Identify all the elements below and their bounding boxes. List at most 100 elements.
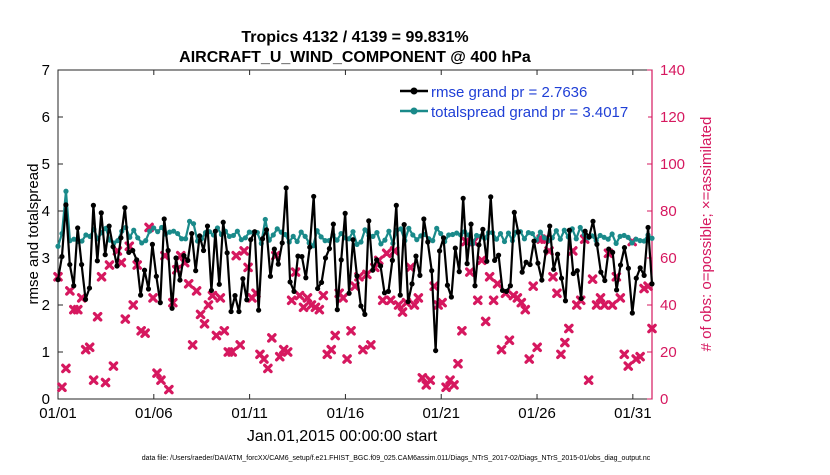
spread-point bbox=[525, 230, 532, 236]
rmse-point bbox=[480, 226, 486, 232]
obs-point bbox=[183, 279, 194, 289]
obs-point bbox=[215, 293, 226, 303]
axis-ticks: 01/01 01/06 01/11 01/16 01/21 01/26 01/31 0 1 2 3 4… bbox=[39, 62, 685, 422]
rmse-point bbox=[484, 258, 490, 264]
y-tick-label-right: 60 bbox=[660, 250, 677, 267]
spread-point bbox=[617, 233, 623, 239]
rmse-point bbox=[216, 281, 222, 287]
rmse-point bbox=[625, 265, 631, 271]
obs-point bbox=[587, 274, 598, 284]
obs-point bbox=[524, 354, 535, 364]
spread-point bbox=[505, 230, 512, 236]
spread-point bbox=[378, 241, 384, 247]
spread-point bbox=[190, 221, 197, 227]
rmse-point bbox=[240, 276, 246, 282]
obs-point bbox=[282, 347, 293, 357]
rmse-point bbox=[401, 222, 407, 228]
obs-point bbox=[449, 380, 459, 390]
rmse-point bbox=[193, 268, 199, 274]
rmse-point bbox=[177, 277, 183, 283]
rmse-point bbox=[283, 185, 289, 191]
y-tick-label-right: 20 bbox=[660, 344, 677, 361]
rmse-point bbox=[558, 275, 565, 281]
rmse-point bbox=[436, 248, 443, 254]
rmse-point bbox=[267, 273, 274, 279]
spread-point bbox=[398, 226, 404, 232]
obs-point bbox=[140, 328, 150, 338]
rmse-point bbox=[440, 235, 447, 241]
spread-point bbox=[573, 236, 579, 242]
rmse-point bbox=[311, 193, 317, 200]
spread-point bbox=[529, 230, 536, 237]
rmse-point bbox=[366, 218, 372, 224]
obs-point bbox=[211, 330, 222, 341]
obs-point bbox=[346, 326, 356, 336]
obs-point bbox=[409, 300, 420, 310]
spread-point bbox=[541, 235, 547, 241]
rmse-point bbox=[181, 253, 187, 259]
rmse-point bbox=[114, 263, 120, 269]
obs-point bbox=[532, 342, 542, 353]
rmse-point bbox=[582, 228, 588, 234]
rmse-point bbox=[322, 255, 329, 261]
rmse-point bbox=[228, 308, 234, 315]
obs-point bbox=[227, 347, 238, 357]
rmse-point bbox=[82, 296, 89, 302]
rmse-point bbox=[220, 219, 226, 225]
spread-point bbox=[131, 227, 137, 233]
rmse-point bbox=[169, 305, 175, 311]
x-tick-label: 01/21 bbox=[422, 405, 460, 422]
rmse-point bbox=[338, 257, 344, 263]
obs-point bbox=[393, 300, 404, 310]
spread-point bbox=[298, 229, 304, 235]
obs-point bbox=[96, 272, 107, 282]
spread-point bbox=[561, 227, 567, 233]
rmse-line bbox=[56, 186, 654, 352]
obs-point bbox=[548, 272, 558, 282]
rmse-point bbox=[527, 261, 533, 268]
obs-point bbox=[84, 342, 95, 353]
rmse-point bbox=[468, 221, 474, 227]
obs-point bbox=[647, 323, 657, 334]
rmse-point bbox=[185, 257, 191, 263]
obs-point bbox=[235, 340, 245, 350]
spread-point bbox=[242, 235, 248, 241]
rmse-point bbox=[67, 261, 73, 268]
obs-point bbox=[318, 290, 329, 301]
spread-point bbox=[601, 234, 607, 240]
spread-point bbox=[613, 240, 619, 247]
rmse-point bbox=[476, 242, 482, 248]
obs-point bbox=[207, 290, 218, 301]
spread-point bbox=[430, 238, 436, 244]
obs-point bbox=[239, 246, 249, 256]
x-tick-label: 01/26 bbox=[518, 405, 556, 422]
spread-point bbox=[386, 228, 392, 234]
obs-point bbox=[623, 361, 634, 371]
obs-point bbox=[187, 340, 198, 350]
rmse-point bbox=[165, 247, 171, 254]
legend-spread-label: totalspread grand pr = 3.4017 bbox=[431, 104, 628, 121]
rmse-point bbox=[444, 282, 451, 288]
rmse-point bbox=[59, 253, 65, 260]
spread-point bbox=[234, 228, 240, 234]
rmse-point bbox=[200, 247, 207, 254]
rmse-point bbox=[86, 285, 93, 291]
spread-point bbox=[374, 230, 380, 236]
rmse-point bbox=[212, 228, 218, 234]
spread-point bbox=[171, 228, 177, 234]
y-tick-label-right: 140 bbox=[660, 62, 685, 79]
obs-point bbox=[492, 279, 503, 289]
rmse-point bbox=[649, 281, 655, 287]
spread-point bbox=[406, 225, 412, 231]
obs-point bbox=[599, 300, 610, 310]
obs-point bbox=[556, 349, 566, 360]
rmse-point bbox=[263, 227, 270, 233]
spread-point bbox=[641, 238, 647, 244]
rmse-point bbox=[385, 288, 392, 294]
rmse-point bbox=[275, 261, 281, 267]
spread-point bbox=[605, 236, 611, 242]
rmse-point bbox=[621, 245, 628, 251]
obs-point bbox=[385, 295, 396, 306]
y-tick-label-left: 6 bbox=[42, 109, 50, 126]
